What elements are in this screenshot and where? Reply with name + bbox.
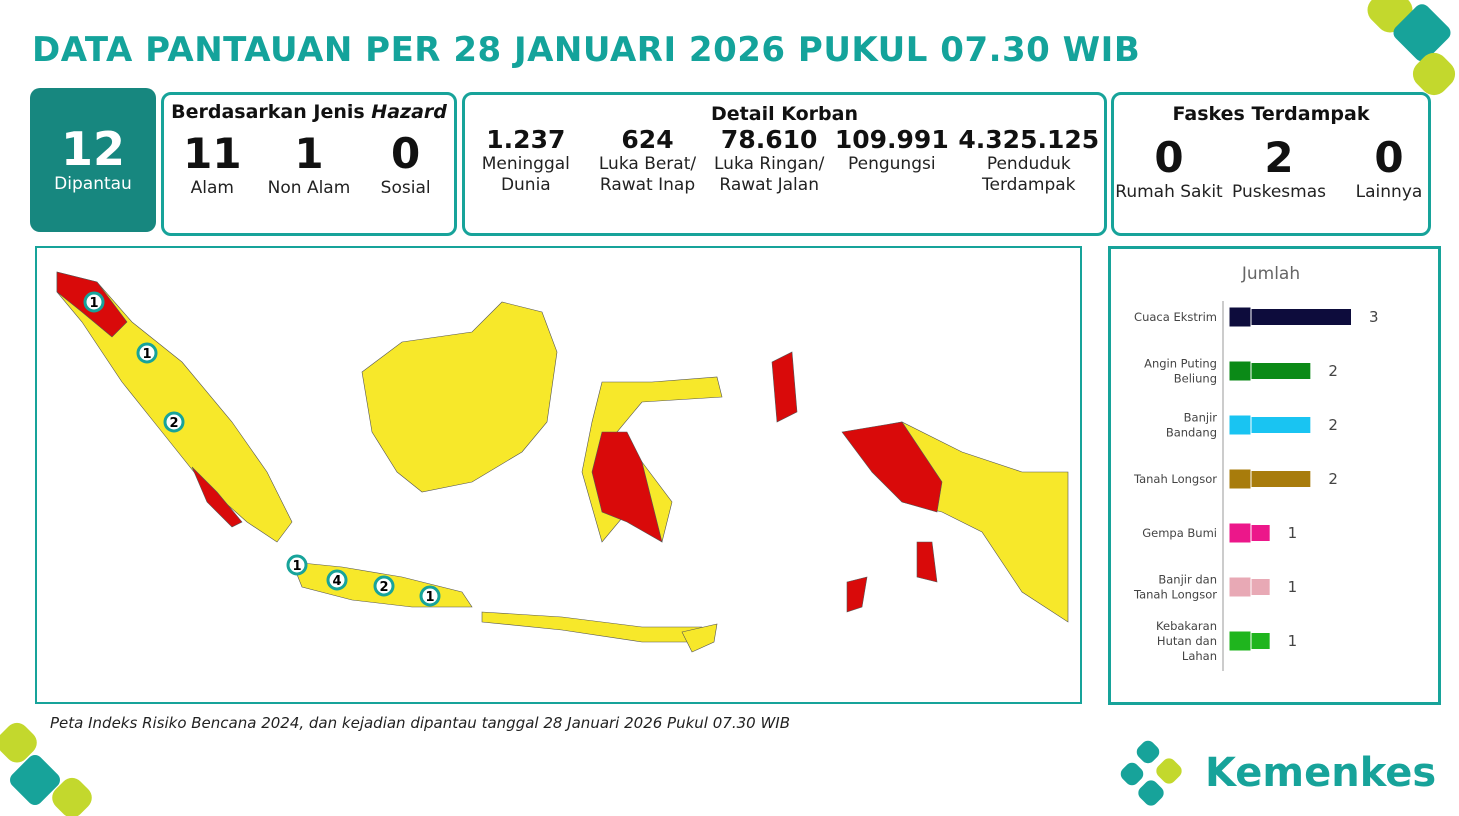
marker-count: 1 [292, 559, 301, 574]
stat-value: 109.991 [834, 125, 949, 154]
event-marker [286, 554, 308, 576]
bar-icon [1228, 306, 1252, 328]
event-marker [419, 585, 441, 607]
bar-value: 2 [1328, 362, 1338, 380]
category-label: Kebakaran Hutan dan Lahan [1156, 619, 1217, 663]
stat-label: Luka Berat/ Rawat Inap [598, 154, 697, 195]
stat-label: Lainnya [1355, 182, 1423, 202]
bar-value: 2 [1328, 470, 1338, 488]
stat-item: 109.991 Pengungsi [835, 125, 949, 196]
event-marker [83, 291, 105, 313]
facilities-panel: Faskes Terdampak 0 Rumah Sakit 2 Puskesmas 0… [1111, 92, 1431, 236]
marker-count: 4 [332, 574, 341, 589]
panel-title: Berdasarkan Jenis Hazard [164, 101, 454, 123]
bar-icon [1228, 522, 1252, 544]
stat-value: 1 [294, 129, 324, 178]
event-marker [163, 411, 185, 433]
stat-row: 11 Alam 1 Non Alam 0 Sosial [164, 129, 454, 199]
category-label: Banjir Bandang [1166, 411, 1217, 440]
stat-item: 0 Rumah Sakit [1114, 133, 1224, 203]
event-marker [136, 342, 158, 364]
event-marker [326, 569, 348, 591]
stat-value: 0 [1154, 133, 1184, 182]
stat-value: 0 [1374, 133, 1404, 182]
marker-count: 2 [379, 580, 388, 595]
marker-count: 1 [425, 590, 434, 605]
corner-decoration [1367, 0, 1456, 96]
stat-item: 4.325.125 Penduduk Terdampak [958, 125, 1099, 196]
stat-item: 0 Sosial [361, 129, 451, 199]
bar-chart: Jumlah 3 Cuaca Ekstrim 2 Angin Puting Beliung… [1133, 264, 1379, 671]
stat-value: 1.237 [486, 125, 566, 154]
logo-text: Kemenkes [1205, 750, 1437, 796]
stat-label: Meninggal Dunia [481, 154, 570, 195]
count-value: 12 [60, 122, 125, 176]
map: 1 1 2 1 4 2 1 [56, 271, 1069, 653]
bar-icon [1228, 360, 1252, 382]
stat-label: Alam [190, 178, 234, 198]
monitored-count: 12 Dipantau [30, 88, 156, 232]
title-emphasis: Hazard [371, 101, 447, 123]
bar-value: 1 [1288, 578, 1298, 596]
category-label: Gempa Bumi [1142, 526, 1217, 540]
marker-count: 2 [169, 416, 178, 431]
category-label: Tanah Longsor [1133, 472, 1217, 486]
marker-count: 1 [89, 296, 98, 311]
panel-title: Detail Korban [711, 103, 858, 125]
category-label: Angin Puting Beliung [1144, 357, 1217, 386]
bar-value: 2 [1328, 416, 1338, 434]
bar [1229, 309, 1351, 325]
category-label: Cuaca Ekstrim [1134, 310, 1217, 324]
stat-row: 1.237 Meninggal Dunia 624 Luka Berat/ Rawat… [465, 125, 1104, 196]
bar-value: 1 [1288, 632, 1298, 650]
stat-item: 1.237 Meninggal Dunia [470, 125, 582, 196]
stat-item: 1 Non Alam [264, 129, 354, 199]
count-label: Dipantau [54, 174, 132, 194]
title-text: Berdasarkan Jenis [171, 101, 365, 123]
logo-mark [1120, 740, 1182, 806]
map-panel: 1 1 2 1 4 2 1 [35, 246, 1082, 704]
stat-value: 624 [621, 125, 674, 154]
stat-item: 11 Alam [167, 129, 257, 199]
bar-value: 1 [1288, 524, 1298, 542]
category-label: Banjir dan Tanah Longsor [1133, 573, 1217, 602]
bar-icon [1228, 630, 1252, 652]
stat-label: Penduduk Terdampak [982, 154, 1076, 195]
bar-icon [1228, 468, 1252, 490]
event-marker [373, 575, 395, 597]
stat-item: 624 Luka Berat/ Rawat Inap [592, 125, 704, 196]
stat-row: 0 Rumah Sakit 2 Puskesmas 0 Lainnya [1114, 133, 1428, 203]
map-caption: Peta Indeks Risiko Bencana 2024, dan kej… [50, 714, 790, 732]
stat-label: Puskesmas [1232, 182, 1326, 202]
bar-value: 3 [1369, 308, 1379, 326]
stat-item: 78.610 Luka Ringan/ Rawat Jalan [713, 125, 825, 196]
chart-title: Jumlah [1241, 264, 1300, 284]
stat-value: 2 [1264, 133, 1294, 182]
panel-title: Faskes Terdampak [1172, 103, 1370, 125]
stat-item: 2 Puskesmas [1224, 133, 1334, 203]
bar-icon [1228, 414, 1252, 436]
stat-item: 0 Lainnya [1334, 133, 1444, 203]
stat-label: Non Alam [267, 178, 351, 198]
stat-value: 0 [391, 129, 421, 178]
stat-label: Luka Ringan/ Rawat Jalan [714, 154, 825, 195]
corner-decoration [0, 722, 92, 816]
chart-panel: Jumlah 3 Cuaca Ekstrim 2 Angin Puting Beliung… [1108, 246, 1441, 705]
bar-icon [1228, 576, 1252, 598]
stat-label: Rumah Sakit [1115, 182, 1223, 202]
hazard-panel: Berdasarkan Jenis Hazard 11 Alam 1 Non Alam… [161, 92, 457, 236]
stat-label: Sosial [380, 178, 431, 198]
stat-value: 11 [183, 129, 242, 178]
stat-label: Pengungsi [847, 154, 936, 174]
stat-value: 78.610 [720, 125, 818, 154]
page-title: DATA PANTAUAN PER 28 JANUARI 2026 PUKUL … [32, 30, 1141, 70]
victims-panel: Detail Korban 1.237 Meninggal Dunia 624 Luk… [462, 92, 1107, 236]
stat-value: 4.325.125 [958, 125, 1100, 154]
marker-count: 1 [142, 347, 151, 362]
